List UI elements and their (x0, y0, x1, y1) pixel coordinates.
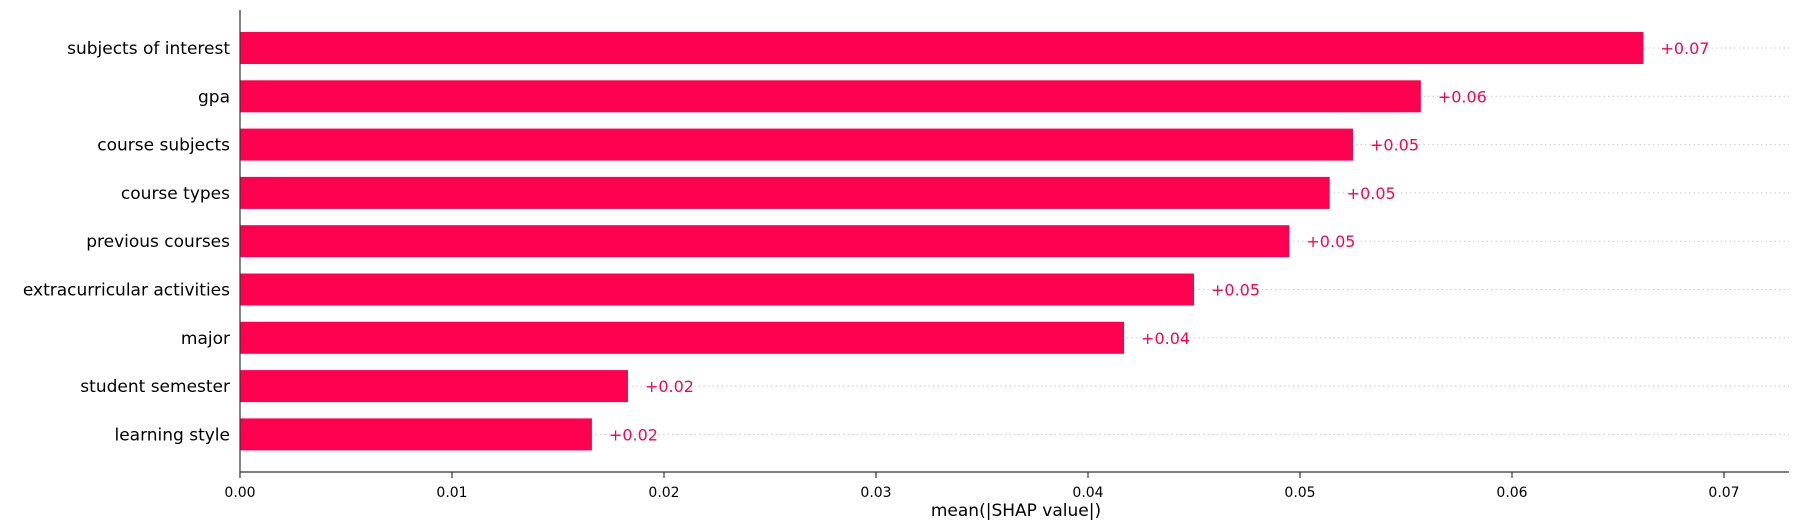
bar-value-label: +0.05 (1306, 232, 1355, 251)
bar-value-label: +0.02 (645, 377, 694, 396)
bar-value-label: +0.05 (1370, 136, 1419, 155)
x-tick-label: 0.00 (224, 485, 255, 501)
category-label: gpa (198, 87, 230, 107)
x-tick-label: 0.02 (648, 485, 679, 501)
value-labels: +0.07 +0.06 +0.05 +0.05 +0.05 +0.05 +0.04 +0.02… (609, 39, 1710, 444)
bar (240, 225, 1290, 258)
category-label: subjects of interest (67, 39, 230, 59)
x-tick-label: 0.03 (860, 485, 891, 501)
category-label: major (181, 329, 230, 349)
x-tick-label: 0.04 (1072, 485, 1103, 501)
bar (240, 32, 1644, 64)
bar (240, 418, 592, 451)
bar (240, 321, 1125, 354)
x-tick-label: 0.07 (1708, 485, 1739, 501)
category-label: course subjects (97, 136, 230, 156)
bar (240, 128, 1353, 161)
category-label: student semester (80, 377, 230, 397)
bar-value-label: +0.05 (1347, 184, 1396, 203)
bars (240, 32, 1644, 451)
bar-value-label: +0.06 (1438, 87, 1487, 106)
bar (240, 176, 1330, 209)
bar (240, 273, 1194, 306)
bar-value-label: +0.05 (1211, 281, 1260, 300)
category-label: learning style (114, 425, 230, 445)
bar-value-label: +0.02 (609, 425, 658, 444)
category-labels: subjects of interest gpa course subjects co… (23, 39, 230, 445)
x-axis-label: mean(|SHAP value|) (931, 501, 1101, 521)
bar (240, 80, 1421, 113)
category-label: previous courses (86, 232, 230, 252)
category-label: course types (121, 184, 230, 204)
bar-value-label: +0.07 (1660, 39, 1709, 58)
category-label: extracurricular activities (23, 281, 230, 301)
bar-value-label: +0.04 (1141, 329, 1190, 348)
x-tick-label: 0.05 (1284, 485, 1315, 501)
x-tick-label: 0.01 (436, 485, 467, 501)
x-axis-ticks: 0.00 0.01 0.02 0.03 0.04 0.05 0.06 0.07 (224, 472, 1740, 501)
bar (240, 370, 628, 403)
x-tick-label: 0.06 (1496, 485, 1527, 501)
